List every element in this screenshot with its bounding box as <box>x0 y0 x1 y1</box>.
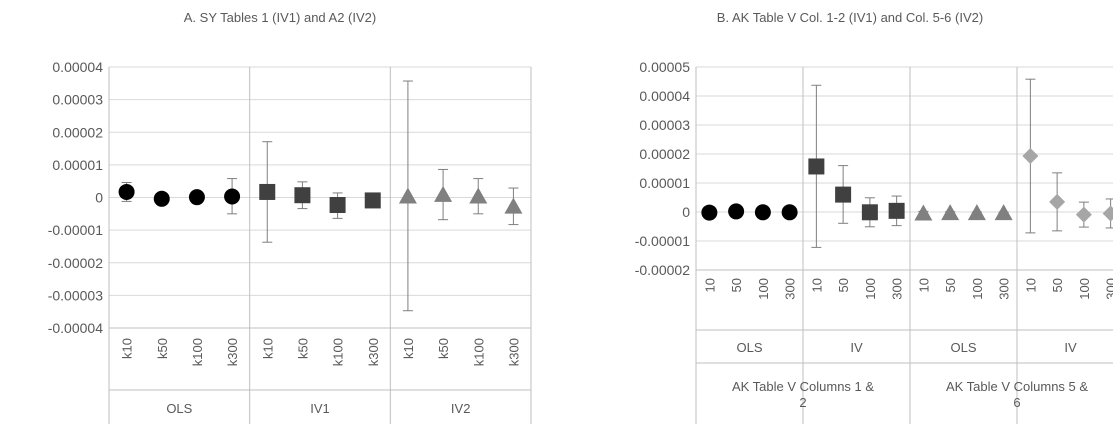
chart-a-ytick-label: -0.00003 <box>48 287 103 303</box>
chart-a-data-point <box>504 197 523 214</box>
chart-b-category-label: 50 <box>1050 278 1065 292</box>
chart-b-data-point <box>941 204 960 221</box>
chart-b-category-label: 300 <box>1104 278 1113 300</box>
chart-b-data-point <box>754 204 771 221</box>
chart-b-group-label: OLS <box>950 340 976 355</box>
chart-a-category-label: k300 <box>225 338 240 366</box>
chart-b-data-point <box>994 204 1013 221</box>
chart-a-group-label: IV1 <box>310 401 330 416</box>
chart-b-group-label: OLS <box>736 340 762 355</box>
chart-a-category-label: k10 <box>260 338 275 359</box>
chart-a-ytick-label: 0.00001 <box>52 157 103 173</box>
chart-a: 0.00004 0.00003 0.00002 0.00001 0 -0.00001 -0.… <box>48 59 532 424</box>
chart-b-group-label: IV <box>850 340 863 355</box>
chart-a-data-point <box>188 189 205 206</box>
chart-a-ytick-label: 0.00004 <box>52 59 103 75</box>
chart-a-ytick-label: 0.00002 <box>52 124 103 140</box>
chart-b-category-label: 100 <box>863 278 878 300</box>
chart-a-category-label: k10 <box>120 338 135 359</box>
chart-b-data-point <box>914 204 933 221</box>
chart-b-supergroup-label: AK Table V Columns 1 & <box>732 379 874 394</box>
chart-a-ytick-label: 0 <box>95 190 103 206</box>
chart-b-category-label: 10 <box>702 278 717 292</box>
chart-b-data-point <box>888 202 905 219</box>
chart-b-supergroup-label: 2 <box>799 395 806 410</box>
chart-b-ytick-label: 0.00004 <box>639 88 690 104</box>
chart-b-category-label: 50 <box>836 278 851 292</box>
chart-b-ytick-label: 0.00002 <box>639 146 690 162</box>
chart-a-category-label: k100 <box>471 338 486 366</box>
chart-a-data-point <box>294 187 311 204</box>
chart-a-data-point <box>224 188 241 205</box>
chart-b-data-point <box>967 204 986 221</box>
chart-a-data-point <box>469 187 488 204</box>
chart-b-category-label: 100 <box>756 278 771 300</box>
chart-a-ytick-label: 0.00003 <box>52 92 103 108</box>
chart-b-data-point <box>1075 206 1092 223</box>
chart-a-group-label: IV2 <box>451 401 471 416</box>
chart-a-data-point <box>118 183 135 200</box>
chart-a-data-point <box>434 185 453 202</box>
chart-a-data-point <box>364 192 381 209</box>
chart-a-category-label: k100 <box>331 338 346 366</box>
chart-b-ytick-label: -0.00002 <box>635 262 690 278</box>
chart-b-group-label: IV <box>1064 340 1077 355</box>
chart-a-data-point <box>329 197 346 214</box>
chart-b-ytick-label: 0 <box>682 204 690 220</box>
chart-b-data-point <box>861 204 878 221</box>
chart-b-title: B. AK Table V Col. 1-2 (IV1) and Col. 5-… <box>717 10 983 25</box>
chart-a-category-label: k50 <box>155 338 170 359</box>
chart-b-category-label: 10 <box>809 278 824 292</box>
chart-b-category-label: 100 <box>970 278 985 300</box>
chart-b-category-label: 300 <box>783 278 798 300</box>
chart-b-data-point <box>808 158 825 175</box>
chart-a-category-label: k50 <box>436 338 451 359</box>
chart-b-supergroup-label: AK Table V Columns 5 & <box>946 379 1088 394</box>
chart-b-ytick-label: -0.00001 <box>635 233 690 249</box>
chart-a-title: A. SY Tables 1 (IV1) and A2 (IV2) <box>184 10 376 25</box>
chart-b-category-label: 300 <box>890 278 905 300</box>
chart-b-data-point <box>1022 148 1039 165</box>
chart-b-ytick-label: 0.00001 <box>639 175 690 191</box>
chart-a-ytick-label: -0.00004 <box>48 320 103 336</box>
chart-b-ytick-label: 0.00005 <box>639 59 690 75</box>
chart-b-data-point <box>1102 205 1113 222</box>
chart-b-category-label: 300 <box>997 278 1012 300</box>
chart-a-category-label: k10 <box>401 338 416 359</box>
chart-a-category-label: k50 <box>295 338 310 359</box>
chart-b-data-point <box>701 204 718 221</box>
chart-a-data-point <box>259 183 276 200</box>
chart-b-data-point <box>728 203 745 220</box>
chart-a-ytick-label: -0.00002 <box>48 255 103 271</box>
chart-b-data-point <box>1049 193 1066 210</box>
chart-a-category-label: k300 <box>366 338 381 366</box>
chart-b-supergroup-label: 6 <box>1013 395 1020 410</box>
chart-a-category-label: k300 <box>506 338 521 366</box>
chart-a-data-point <box>398 187 417 204</box>
chart-b-data-point <box>835 186 852 203</box>
chart-b-data-point <box>781 204 798 221</box>
chart-b-category-label: 100 <box>1077 278 1092 300</box>
chart-b-category-label: 10 <box>916 278 931 292</box>
chart-b-category-label: 10 <box>1023 278 1038 292</box>
chart-b: 0.00005 0.00004 0.00003 0.00002 0.00001 0 -0.0… <box>635 59 1113 424</box>
chart-a-category-label: k100 <box>190 338 205 366</box>
chart-a-group-label: OLS <box>166 401 192 416</box>
chart-b-category-label: 50 <box>943 278 958 292</box>
chart-a-ytick-label: -0.00001 <box>48 222 103 238</box>
chart-b-ytick-label: 0.00003 <box>639 117 690 133</box>
chart-a-data-point <box>153 190 170 207</box>
chart-b-category-label: 50 <box>729 278 744 292</box>
